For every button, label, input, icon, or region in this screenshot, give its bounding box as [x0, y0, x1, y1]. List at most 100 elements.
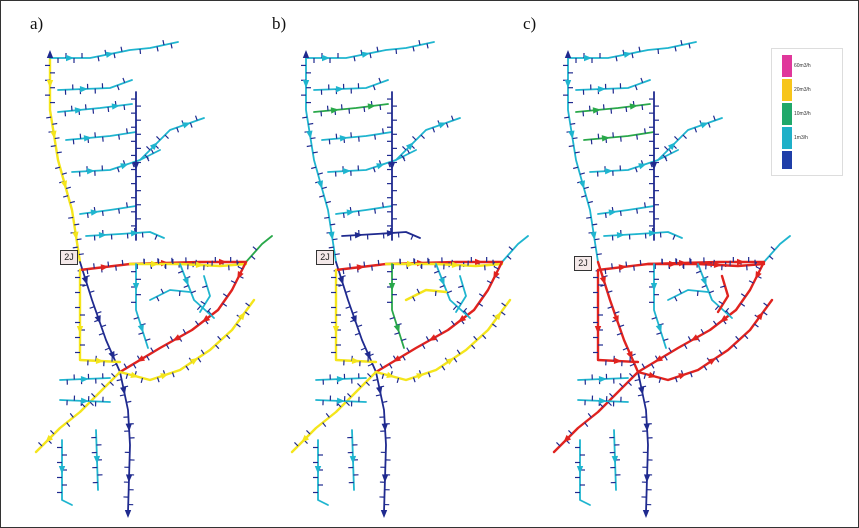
service-connection	[387, 162, 391, 168]
service-connection	[306, 430, 311, 435]
flow-arrow	[388, 162, 396, 170]
flow-arrow	[650, 162, 658, 170]
service-connection	[629, 363, 635, 367]
service-connection	[568, 145, 574, 148]
pipe-segment	[575, 79, 651, 91]
pipe-segment	[49, 41, 179, 59]
service-connection	[97, 56, 100, 62]
pipe-segment	[199, 275, 211, 313]
service-connection	[189, 122, 193, 128]
flow-arrow	[346, 209, 355, 216]
service-connection	[641, 363, 646, 369]
service-connection	[63, 195, 69, 198]
flow-arrow	[337, 276, 344, 285]
flow-arrow	[364, 351, 371, 360]
service-connection	[230, 280, 236, 284]
flow-arrow	[219, 258, 227, 266]
service-connection	[616, 332, 622, 336]
service-connection	[651, 317, 657, 320]
flow-arrow	[407, 260, 415, 268]
service-connection	[354, 332, 360, 336]
service-connection	[363, 106, 366, 113]
service-connection	[410, 234, 414, 240]
pipe-segment	[579, 439, 591, 506]
service-connection	[377, 259, 380, 265]
flow-arrow	[172, 334, 182, 341]
service-connection	[720, 285, 726, 289]
service-connection	[319, 195, 325, 198]
service-connection	[627, 381, 632, 386]
pipe-segment	[245, 235, 273, 263]
service-connection	[302, 116, 308, 119]
service-connection	[700, 328, 705, 334]
service-connection	[116, 85, 120, 91]
service-connection	[458, 285, 464, 289]
service-connection	[674, 377, 678, 383]
pipe-segment	[135, 263, 149, 349]
service-connection	[703, 365, 708, 371]
service-connection	[107, 261, 110, 267]
service-connection	[125, 373, 129, 379]
service-connection	[379, 363, 384, 369]
flow-arrow	[393, 324, 400, 333]
service-connection	[611, 263, 613, 269]
service-connection	[724, 307, 730, 313]
service-connection	[718, 349, 723, 355]
service-connection	[72, 246, 78, 249]
service-connection	[572, 137, 578, 140]
service-connection	[492, 323, 497, 328]
service-connection	[342, 269, 345, 275]
service-connection	[376, 46, 379, 52]
service-connection	[38, 442, 43, 447]
service-connection	[125, 128, 128, 134]
flow-arrow	[93, 455, 101, 464]
flow-arrow	[120, 163, 129, 170]
flow-arrow	[650, 283, 658, 291]
service-connection	[748, 280, 754, 284]
service-connection	[118, 208, 121, 214]
service-connection	[357, 383, 362, 388]
service-connection	[170, 43, 173, 49]
service-connection	[412, 296, 416, 302]
flow-arrow	[618, 264, 627, 271]
service-connection	[169, 336, 174, 342]
service-connection	[631, 53, 634, 59]
service-connection	[564, 116, 570, 119]
flow-arrow	[339, 135, 348, 142]
flow-arrow	[648, 230, 657, 237]
service-connection	[643, 202, 646, 208]
service-connection	[445, 122, 449, 128]
service-connection	[658, 377, 662, 383]
pipe-segment	[391, 263, 405, 349]
service-connection	[456, 349, 461, 355]
flow-arrow	[568, 130, 575, 139]
service-connection	[394, 332, 400, 335]
flow-arrow	[611, 455, 619, 464]
service-connection	[96, 311, 102, 314]
pipe-segment	[57, 103, 133, 113]
service-connection	[715, 357, 720, 363]
service-connection	[682, 134, 687, 139]
service-connection	[439, 285, 445, 288]
pipe-segment	[575, 103, 651, 113]
service-connection	[321, 186, 327, 190]
legend-label-10: 10m3/h	[794, 111, 811, 117]
service-connection	[687, 336, 692, 342]
flow-arrow	[330, 107, 339, 114]
service-connection	[357, 324, 363, 328]
service-connection	[644, 400, 650, 403]
service-connection	[432, 127, 436, 133]
panel-a-label: a)	[30, 14, 44, 33]
service-connection	[145, 338, 151, 341]
service-connection	[56, 151, 62, 154]
flow-arrow	[195, 261, 204, 268]
service-connection	[156, 46, 159, 52]
flow-arrow	[328, 231, 335, 240]
service-connection	[222, 302, 228, 307]
pipe-segment	[583, 131, 655, 141]
service-connection	[123, 104, 126, 111]
flow-arrow	[350, 315, 357, 324]
flow-arrow	[332, 326, 340, 334]
service-connection	[450, 320, 455, 326]
